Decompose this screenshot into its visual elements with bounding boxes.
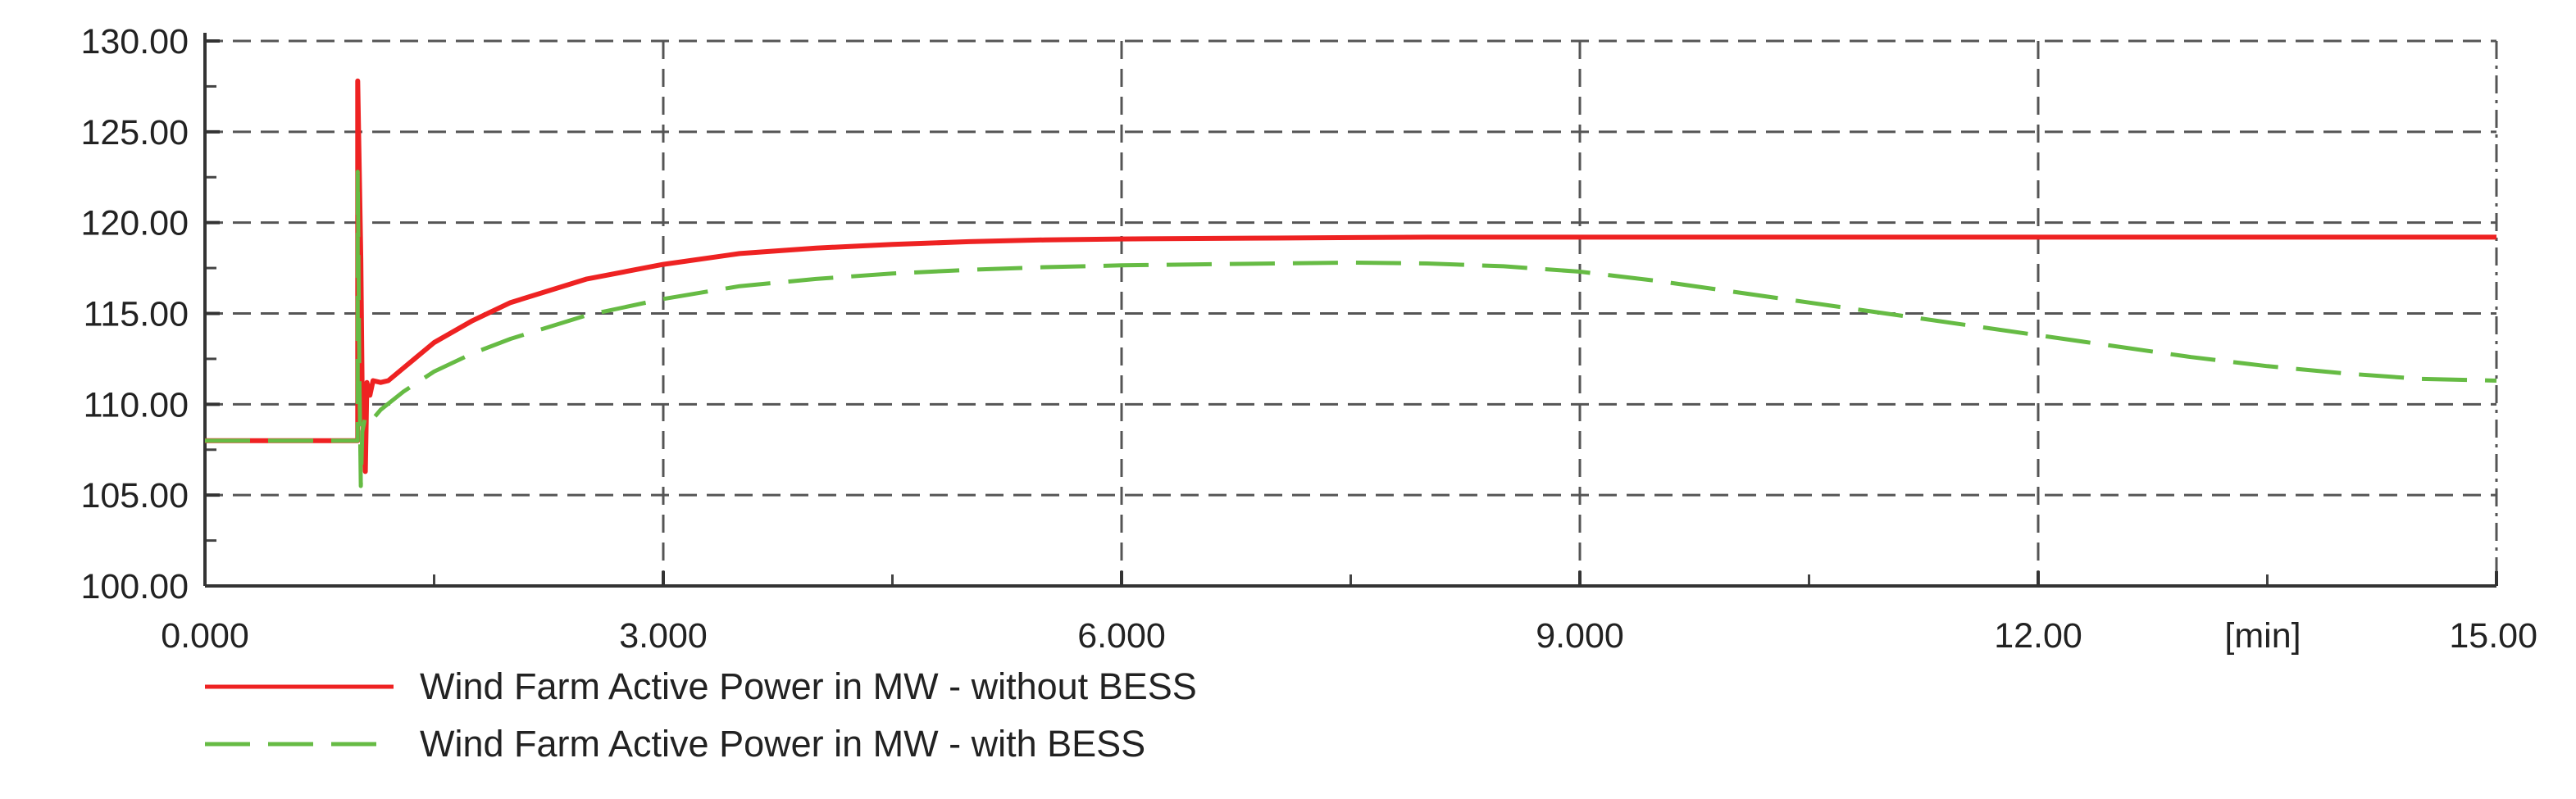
x-tick-label: 0.000 — [161, 616, 249, 656]
grid-lines — [205, 39, 2498, 586]
y-tick-label: 100.00 — [80, 567, 189, 606]
legend-label-with-bess: Wind Farm Active Power in MW - with BESS — [420, 723, 1145, 765]
series-lines — [205, 78, 2497, 488]
y-tick-label: 130.00 — [80, 22, 189, 61]
x-tick-label: 12.00 — [1994, 616, 2082, 656]
legend: Wind Farm Active Power in MW - without B… — [205, 665, 1197, 765]
series-line-with-bess — [205, 170, 2497, 488]
y-tick-label: 110.00 — [84, 385, 189, 424]
y-tick-label: 120.00 — [80, 204, 189, 243]
x-tick-label: 6.000 — [1077, 616, 1166, 656]
axes — [203, 33, 2498, 588]
y-tick-label: 105.00 — [80, 476, 189, 515]
minor-ticks — [205, 84, 2269, 586]
y-tick-label: 125.00 — [80, 113, 189, 152]
tick-labels: 100.00 105.00 110.00 115.00 120.00 125.00 130.… — [80, 22, 2537, 656]
y-tick-label: 115.00 — [84, 295, 189, 334]
x-tick-label: 15.00 — [2449, 616, 2537, 656]
series-line-without-bess — [205, 78, 2496, 474]
x-tick-label: 3.000 — [619, 616, 708, 656]
x-axis-unit-label: [min] — [2224, 616, 2301, 656]
legend-label-without-bess: Wind Farm Active Power in MW - without B… — [420, 665, 1197, 707]
x-tick-label: 9.000 — [1536, 616, 1624, 656]
